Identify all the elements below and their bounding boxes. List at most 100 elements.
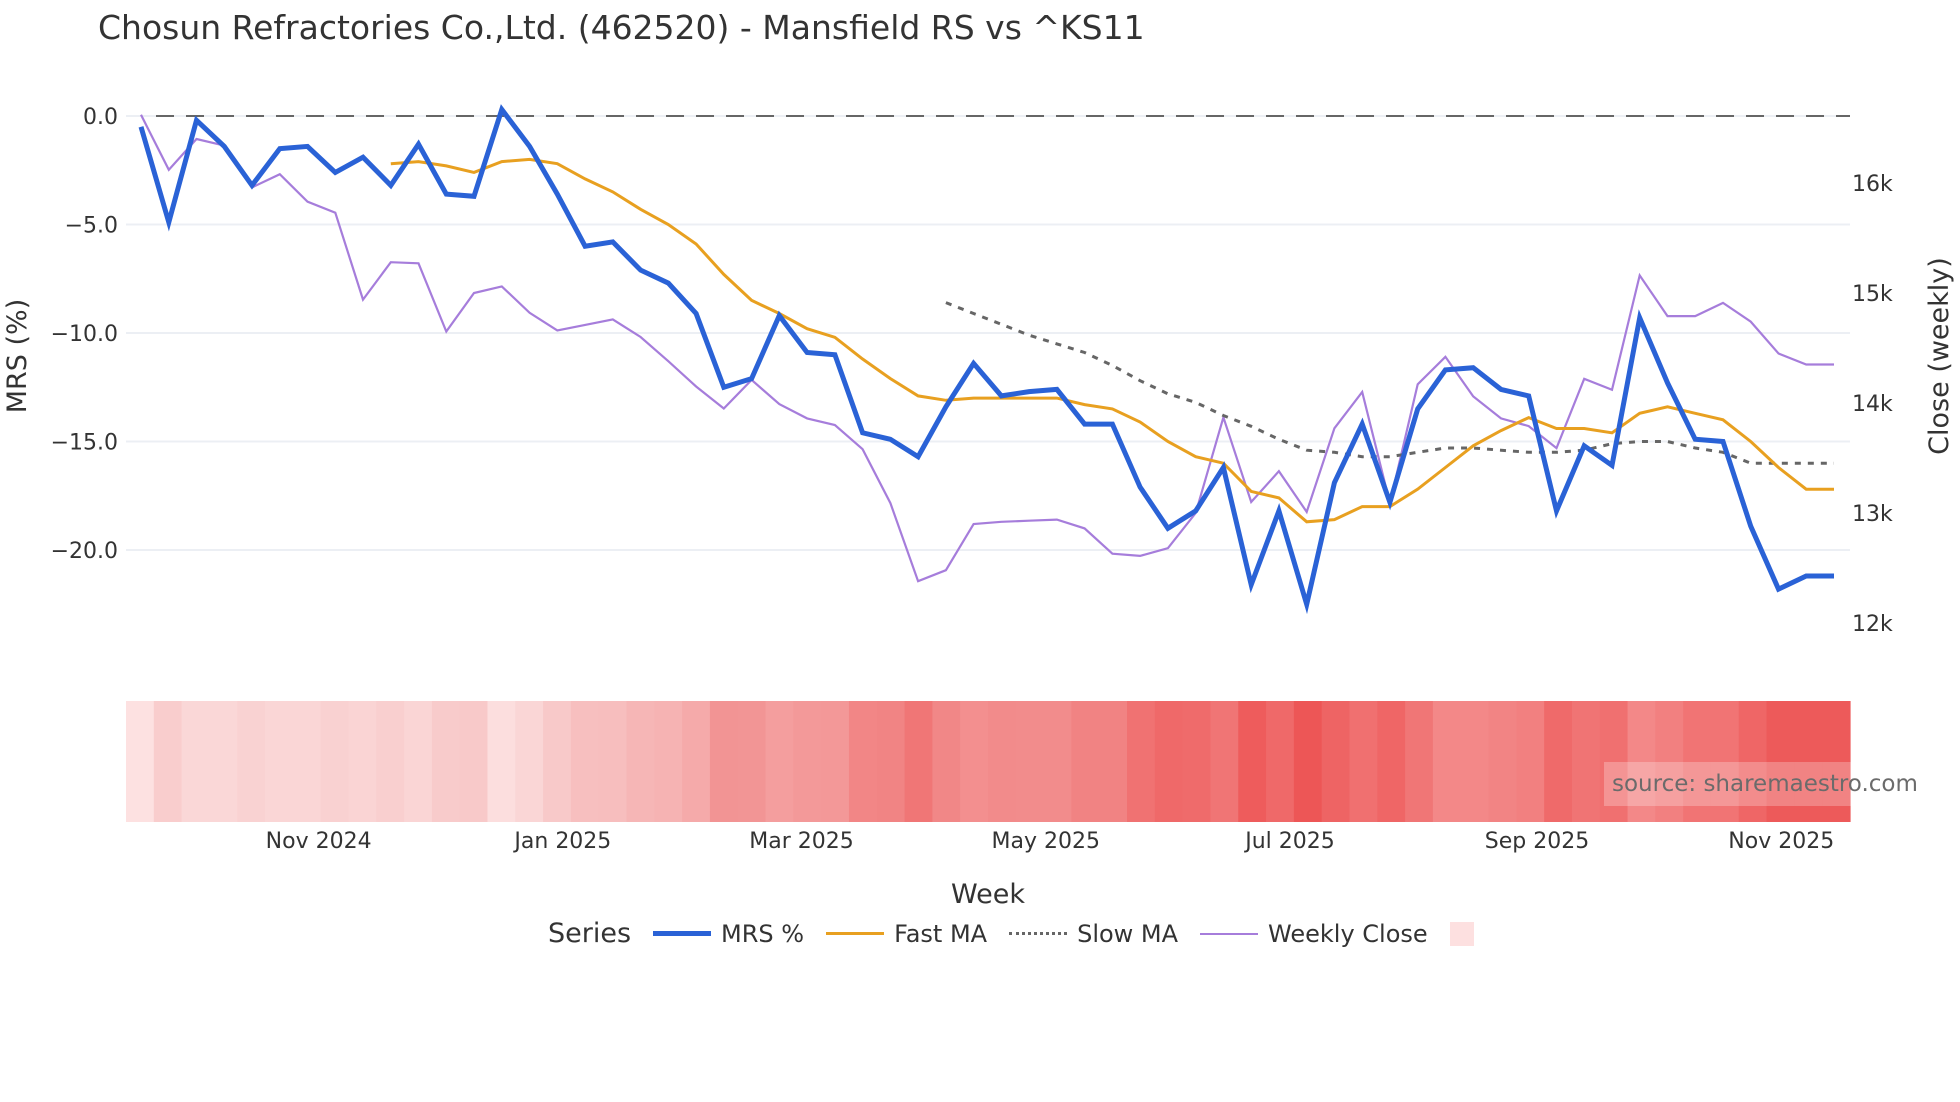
axes: 0.0 −5.0 −10.0 −15.0 −20.0 16k 15k 14k 13k 12k MRS… xyxy=(2,105,1955,910)
heatmap-cell xyxy=(126,701,155,822)
heatmap-cell xyxy=(1321,701,1351,822)
legend: Series MRS % Fast MA Slow MA Weekly Clos… xyxy=(548,918,1496,949)
heatmap-cell xyxy=(988,701,1017,822)
series-lines xyxy=(138,104,1834,615)
heatmap-cell xyxy=(876,701,906,822)
heatmap-cell xyxy=(1571,701,1601,822)
source-watermark: source: sharemaestro.com xyxy=(1604,762,1942,806)
legend-item-fast-ma[interactable]: Fast MA xyxy=(826,920,987,948)
heatmap-cell xyxy=(1293,701,1323,822)
legend-swatch-mrs xyxy=(653,931,712,936)
legend-swatch-slow-ma xyxy=(1009,932,1068,935)
y2-tick-label: 16k xyxy=(1852,172,1893,197)
heatmap-cell xyxy=(1766,701,1795,822)
heatmap-cell xyxy=(709,701,739,822)
heatmap-cell xyxy=(904,701,933,822)
heatmap-cell xyxy=(932,701,961,822)
gridlines xyxy=(126,115,1850,551)
heatmap-cell xyxy=(1794,701,1823,822)
heatmap-cell xyxy=(1266,701,1295,822)
legend-item-weekly-close[interactable]: Weekly Close xyxy=(1200,920,1428,948)
y-axis-title: MRS (%) xyxy=(2,299,33,414)
heatmap-cell xyxy=(348,701,377,822)
heatmap-cell xyxy=(1182,701,1212,822)
heatmap-cell xyxy=(1043,701,1073,822)
heatmap-cell xyxy=(1488,701,1517,822)
legend-label: Fast MA xyxy=(894,919,988,948)
y2-tick-label: 12k xyxy=(1852,612,1893,637)
heatmap-cell xyxy=(1460,701,1490,822)
legend-item-mrs[interactable]: MRS % xyxy=(653,920,804,948)
heatmap-cell xyxy=(459,701,489,822)
y-tick-label: −20.0 xyxy=(51,539,118,564)
heatmap-cell xyxy=(320,701,350,822)
heatmap-cell xyxy=(1405,701,1434,822)
x-tick-label: Jul 2025 xyxy=(1243,829,1335,854)
heatmap-cell xyxy=(1710,701,1740,822)
heatmap-cell xyxy=(654,701,683,822)
series-weekly-close xyxy=(140,114,1834,583)
heatmap-cell xyxy=(1349,701,1378,822)
heatmap-cell xyxy=(153,701,183,822)
y2-axis-title: Close (weekly) xyxy=(1924,257,1955,455)
heatmap-cell xyxy=(1655,701,1684,822)
heatmap-cell xyxy=(265,701,294,822)
chart-title: Chosun Refractories Co.,Ltd. (462520) - … xyxy=(98,8,1145,47)
heatmap-cell xyxy=(1432,701,1462,822)
heatmap-cell xyxy=(404,701,433,822)
x-tick-label: Mar 2025 xyxy=(749,829,854,854)
x-tick-label: Nov 2025 xyxy=(1728,829,1834,854)
heatmap-cell xyxy=(487,701,516,822)
heatmap-cell xyxy=(292,701,322,822)
heatmap-cell xyxy=(626,701,655,822)
heatmap-cell xyxy=(237,701,266,822)
y-tick-label: −10.0 xyxy=(51,322,118,347)
x-tick-label: Sep 2025 xyxy=(1485,829,1589,854)
heatmap-cell xyxy=(765,701,794,822)
legend-swatch-heatmap xyxy=(1449,921,1474,946)
y-tick-label: 0.0 xyxy=(83,105,118,130)
heatmap-cell xyxy=(1627,701,1656,822)
heatmap-cell xyxy=(1599,701,1629,822)
legend-label: MRS % xyxy=(721,919,805,948)
legend-label: Slow MA xyxy=(1077,919,1179,948)
y2-tick-label: 14k xyxy=(1852,392,1893,417)
heatmap-cell xyxy=(1071,701,1100,822)
legend-swatch-fast-ma xyxy=(826,932,885,935)
heatmap-cell xyxy=(209,701,238,822)
legend-item-slow-ma[interactable]: Slow MA xyxy=(1009,920,1178,948)
heatmap-cell xyxy=(181,701,211,822)
heatmap-cell xyxy=(598,701,628,822)
y2-tick-label: 15k xyxy=(1852,282,1893,307)
series-mrs- xyxy=(138,104,1834,615)
heatmap-cell xyxy=(1822,701,1851,822)
legend-title: Series xyxy=(548,918,632,949)
x-tick-label: Jan 2025 xyxy=(512,829,611,854)
legend-item-heatmap[interactable] xyxy=(1449,921,1474,946)
heatmap-cell xyxy=(960,701,989,822)
y2-tick-label: 13k xyxy=(1852,502,1893,527)
heatmap-cell xyxy=(515,701,544,822)
heatmap-cell xyxy=(1099,701,1128,822)
y-tick-label: −5.0 xyxy=(65,214,118,239)
heatmap-cell xyxy=(1238,701,1267,822)
legend-label: Weekly Close xyxy=(1268,919,1428,948)
x-tick-label: Nov 2024 xyxy=(266,829,372,854)
heatmap-cell xyxy=(431,701,461,822)
heatmap-cell xyxy=(1377,701,1406,822)
heatmap-cell xyxy=(1516,701,1545,822)
heatmap-cell xyxy=(1683,701,1712,822)
series-fast-ma xyxy=(390,157,1834,524)
heatmap-cell xyxy=(848,701,878,822)
heatmap-cell xyxy=(821,701,850,822)
heatmap-cell xyxy=(1544,701,1573,822)
heatmap-cell xyxy=(1738,701,1768,822)
heatmap-cell xyxy=(1015,701,1045,822)
heatmap-cell xyxy=(1210,701,1239,822)
y-tick-label: −15.0 xyxy=(51,431,118,456)
heatmap-cell xyxy=(1127,701,1156,822)
heatmap-cell xyxy=(570,701,600,822)
heatmap-band xyxy=(126,701,1851,822)
heatmap-cell xyxy=(1154,701,1184,822)
